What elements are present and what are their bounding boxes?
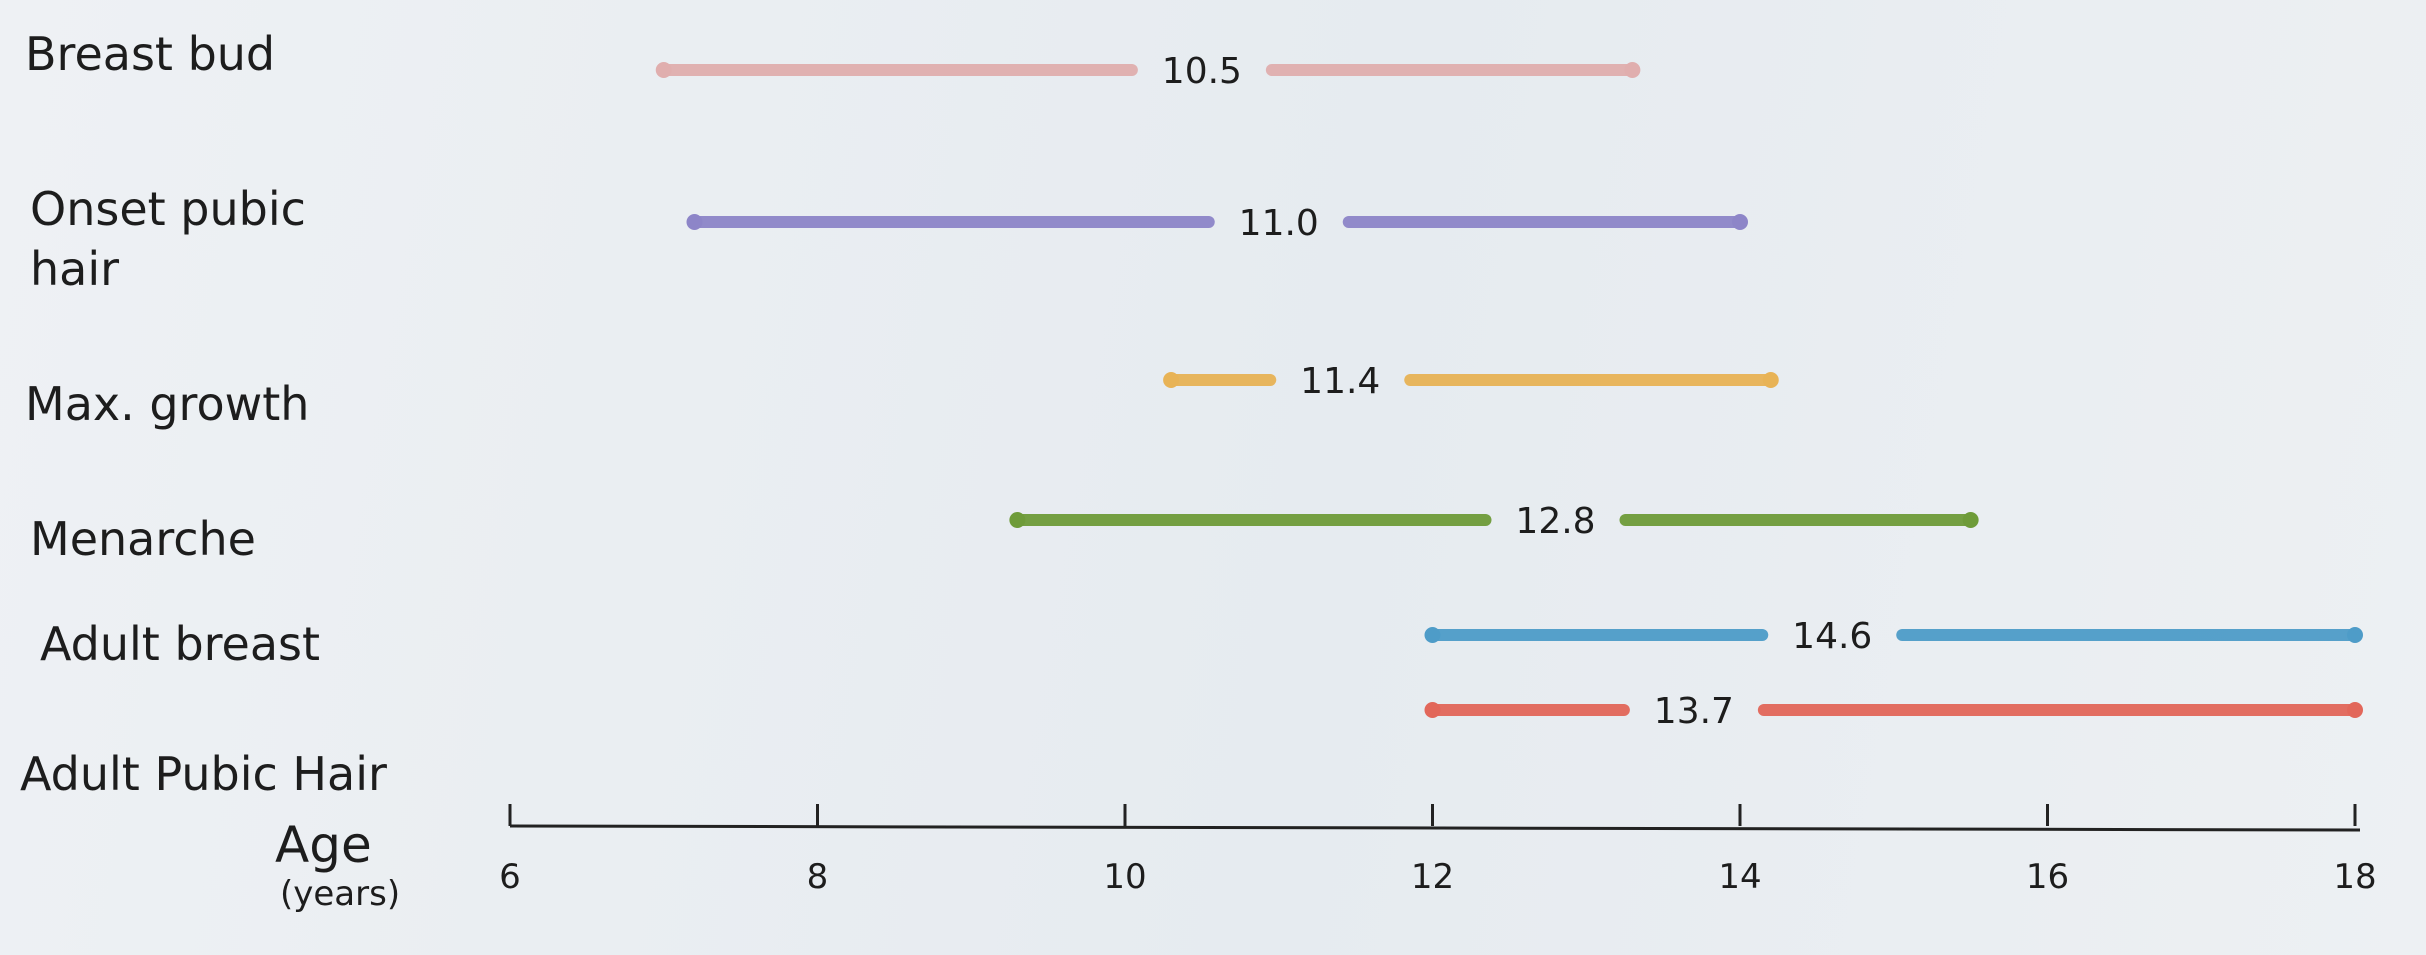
- x-axis-sublabel: (years): [280, 874, 400, 914]
- row-label: Adult breast: [40, 617, 320, 671]
- median-label: 10.5: [1162, 51, 1242, 92]
- range-end-dot: [2347, 627, 2363, 643]
- x-axis-label: Age: [275, 816, 372, 874]
- row-breast-bud: 10.5 Breast bud: [25, 27, 1641, 92]
- row-label: Max. growth: [25, 377, 309, 431]
- median-label: 12.8: [1515, 501, 1595, 542]
- row-label: Adult Pubic Hair: [20, 747, 387, 801]
- row-adult-pubic-hair: 13.7 Adult Pubic Hair: [20, 691, 2363, 801]
- row-label-cont: hair: [30, 242, 119, 296]
- median-label: 13.7: [1654, 691, 1734, 732]
- row-label: Menarche: [30, 512, 256, 566]
- x-tick-label: 14: [1718, 857, 1761, 897]
- row-label: Onset pubic: [30, 182, 306, 236]
- x-tick-label: 18: [2333, 857, 2376, 897]
- range-end-dot: [1624, 62, 1641, 78]
- median-label: 11.0: [1239, 203, 1319, 244]
- range-end-dot: [1762, 372, 1779, 388]
- range-start-dot: [1424, 702, 1441, 718]
- row-max-growth: 11.4 Max. growth: [25, 361, 1779, 431]
- range-start-dot: [686, 214, 703, 230]
- range-end-dot: [2347, 702, 2363, 718]
- x-axis-line: [509, 824, 2361, 832]
- x-tick-label: 6: [499, 857, 521, 897]
- range-start-dot: [1009, 512, 1026, 528]
- range-start-dot: [1163, 372, 1180, 388]
- range-end-dot: [1962, 512, 1979, 528]
- x-tick-label: 10: [1103, 857, 1146, 897]
- median-label: 14.6: [1792, 616, 1872, 657]
- x-tick-label: 8: [807, 857, 829, 897]
- row-label: Breast bud: [25, 27, 275, 81]
- range-end-dot: [1732, 214, 1748, 230]
- row-menarche: 12.8 Menarche: [30, 501, 1979, 566]
- range-start-dot: [655, 62, 672, 78]
- row-onset-pubic-hair: 11.0 Onset pubic hair: [30, 182, 1748, 296]
- range-start-dot: [1424, 627, 1441, 643]
- x-tick-label: 12: [1411, 857, 1454, 897]
- median-label: 11.4: [1300, 361, 1380, 402]
- row-adult-breast: 14.6 Adult breast: [40, 616, 2363, 671]
- x-tick-label: 16: [2026, 857, 2069, 897]
